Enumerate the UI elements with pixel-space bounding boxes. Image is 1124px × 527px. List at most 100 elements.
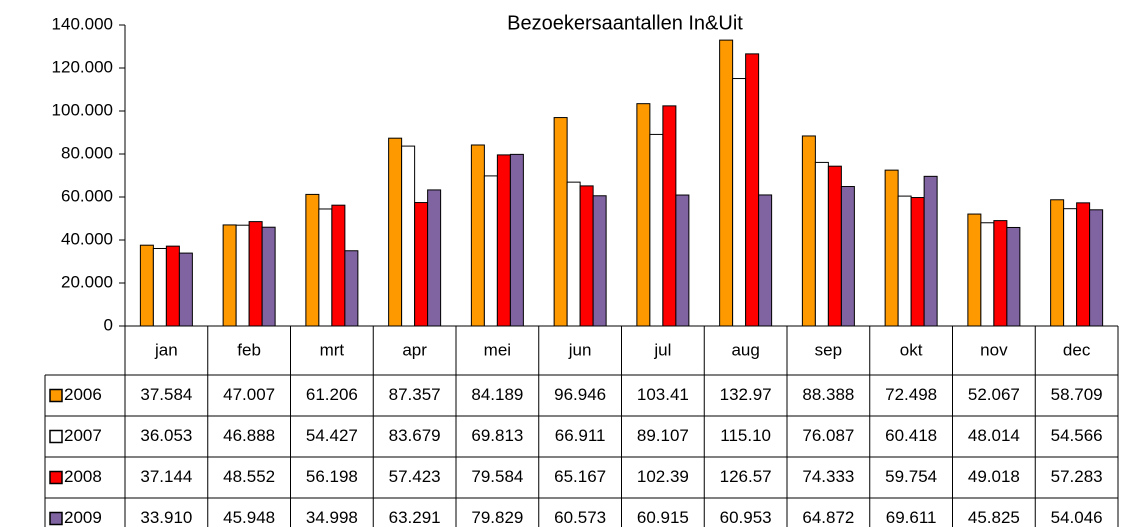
y-tick-label: 140.000 <box>52 14 113 33</box>
x-tick-label: jan <box>154 340 178 359</box>
bar <box>897 195 912 327</box>
bar <box>827 165 842 327</box>
data-label: 45.825 <box>968 508 1020 527</box>
data-label: 63.291 <box>389 508 441 527</box>
bar <box>1063 208 1078 327</box>
legend-key <box>49 388 63 403</box>
bar <box>414 202 429 327</box>
data-label: 45.948 <box>223 508 275 527</box>
data-label: 69.813 <box>471 426 523 445</box>
bar <box>579 185 594 327</box>
data-label: 132.97 <box>720 385 772 404</box>
data-label: 46.888 <box>223 426 275 445</box>
bar <box>840 186 855 327</box>
data-label: 33.910 <box>140 508 192 527</box>
bar <box>910 197 925 327</box>
data-label: 36.053 <box>140 426 192 445</box>
data-label: 89.107 <box>637 426 689 445</box>
y-tick-label: 60.000 <box>61 186 113 205</box>
y-tick-label: 40.000 <box>61 229 113 248</box>
bar <box>1089 209 1104 327</box>
data-label: 60.573 <box>554 508 606 527</box>
bar <box>1006 226 1021 327</box>
data-label: 47.007 <box>223 385 275 404</box>
bar <box>993 220 1008 327</box>
data-label: 76.087 <box>802 426 854 445</box>
bar <box>566 181 581 327</box>
bar <box>801 135 816 327</box>
x-tick-label: jun <box>568 340 592 359</box>
y-tick-label: 0 <box>104 315 113 334</box>
data-label: 60.418 <box>885 426 937 445</box>
bar <box>1050 199 1065 327</box>
bar <box>662 105 677 327</box>
data-label: 59.754 <box>885 467 937 486</box>
y-tick-label: 120.000 <box>52 57 113 76</box>
bar <box>732 78 747 327</box>
x-tick-label: jul <box>653 340 671 359</box>
data-label: 60.953 <box>720 508 772 527</box>
y-tick-label: 80.000 <box>61 143 113 162</box>
x-tick-label: okt <box>900 340 923 359</box>
bar <box>758 194 773 327</box>
x-tick-label: dec <box>1063 340 1091 359</box>
bar <box>318 208 333 327</box>
legend-key <box>49 470 63 485</box>
bar <box>178 252 193 327</box>
bar <box>470 144 485 327</box>
data-label: 102.39 <box>637 467 689 486</box>
bar <box>331 204 346 327</box>
bar <box>636 103 651 327</box>
data-label: 79.829 <box>471 508 523 527</box>
data-label: 58.709 <box>1051 385 1103 404</box>
legend-label: 2008 <box>64 467 102 486</box>
y-tick-label: 100.000 <box>52 100 113 119</box>
data-label: 64.872 <box>802 508 854 527</box>
bar <box>152 247 167 327</box>
data-label: 115.10 <box>720 426 771 445</box>
y-tick-label: 20.000 <box>61 272 113 291</box>
data-label: 83.679 <box>389 426 441 445</box>
bar <box>165 245 180 327</box>
legend-label: 2007 <box>64 426 102 445</box>
bar <box>745 53 760 327</box>
data-label: 48.014 <box>968 426 1020 445</box>
bar <box>261 226 276 327</box>
data-label: 72.498 <box>885 385 937 404</box>
data-label: 79.584 <box>471 467 523 486</box>
bar <box>814 161 829 327</box>
bar <box>649 133 664 327</box>
bar <box>1076 202 1091 327</box>
chart-title: Bezoekersaantallen In&Uit <box>507 12 743 34</box>
bar <box>496 154 511 327</box>
x-tick-label: nov <box>980 340 1008 359</box>
data-label: 57.423 <box>389 467 441 486</box>
data-label: 87.357 <box>389 385 441 404</box>
data-label: 54.566 <box>1051 426 1103 445</box>
bar <box>388 137 403 327</box>
x-tick-label: mei <box>484 340 511 359</box>
data-label: 54.046 <box>1051 508 1103 527</box>
bar <box>509 153 524 327</box>
data-label: 48.552 <box>223 467 275 486</box>
data-label: 56.198 <box>306 467 358 486</box>
data-label: 65.167 <box>554 467 606 486</box>
data-label: 103.41 <box>637 385 689 404</box>
bar <box>222 224 237 327</box>
bar <box>248 221 263 327</box>
x-tick-label: feb <box>237 340 261 359</box>
bar <box>427 189 442 327</box>
bar <box>884 169 899 327</box>
bar <box>139 244 154 327</box>
data-label: 61.206 <box>306 385 358 404</box>
bar <box>344 250 359 327</box>
x-tick-label: aug <box>731 340 759 359</box>
bar <box>980 222 995 327</box>
data-label: 74.333 <box>802 467 854 486</box>
bar <box>483 175 498 327</box>
data-label: 57.283 <box>1051 467 1103 486</box>
bar <box>592 195 607 327</box>
x-tick-label: mrt <box>320 340 345 359</box>
bar <box>719 39 734 327</box>
